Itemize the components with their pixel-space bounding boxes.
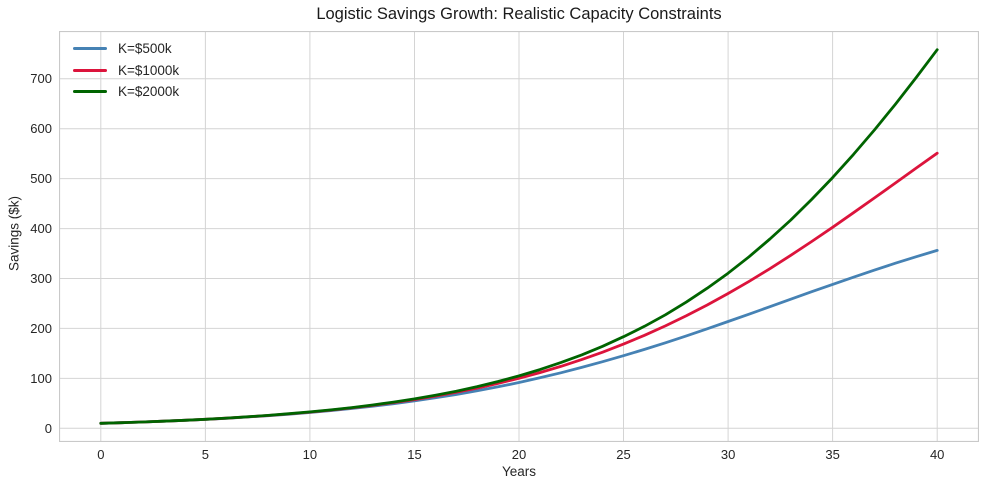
- y-tick-label: 400: [30, 221, 52, 237]
- y-tick-label: 300: [30, 270, 52, 286]
- y-tick-label: 200: [30, 320, 52, 336]
- chart-title: Logistic Savings Growth: Realistic Capac…: [316, 5, 722, 23]
- legend-label-k2000: K=$2000k: [118, 84, 180, 100]
- legend-line-swatch-k1000: [73, 68, 107, 72]
- legend-line-swatch-k500: [73, 47, 107, 51]
- legend-item-k500: K=$500k: [73, 38, 179, 60]
- x-tick-label: 0: [97, 447, 105, 462]
- x-tick-label: 10: [302, 447, 318, 462]
- x-tick-label: 40: [929, 447, 945, 462]
- legend-label-k500: K=$500k: [118, 41, 172, 57]
- x-tick-label: 35: [825, 447, 840, 462]
- legend-line-swatch-k2000: [73, 90, 107, 94]
- legend-item-k2000: K=$2000k: [73, 81, 179, 103]
- x-tick-label: 30: [720, 447, 736, 462]
- x-tick-label: 15: [407, 447, 422, 462]
- y-tick-label: 700: [30, 71, 52, 87]
- y-tick-label: 0: [44, 420, 52, 436]
- x-tick-label: 20: [511, 447, 527, 462]
- legend: K=$500k K=$1000k K=$2000k: [73, 38, 179, 103]
- legend-item-k1000: K=$1000k: [73, 60, 179, 82]
- x-tick-label: 25: [616, 447, 631, 462]
- x-axis-label: Years: [501, 464, 537, 479]
- series-line-2: [99, 48, 939, 425]
- y-tick-label: 600: [30, 121, 52, 137]
- legend-label-k1000: K=$1000k: [118, 62, 180, 78]
- plot-border: [59, 31, 979, 442]
- y-tick-label: 100: [30, 370, 52, 386]
- plot-area: [59, 31, 979, 442]
- y-tick-label: 500: [30, 171, 52, 187]
- x-tick-label: 5: [201, 447, 209, 462]
